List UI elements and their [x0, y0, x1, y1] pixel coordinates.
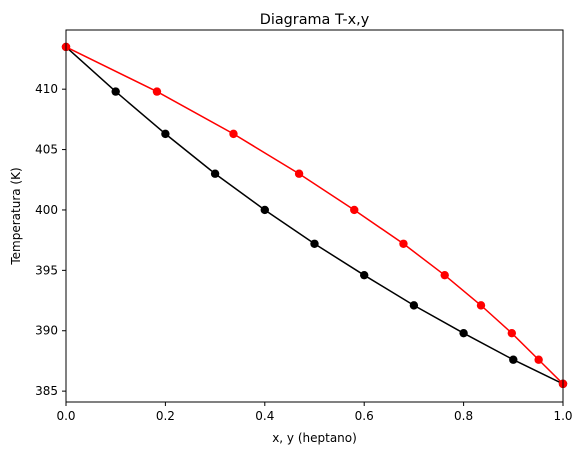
series-1-point [399, 239, 408, 248]
series-0-point [111, 87, 120, 96]
chart-title: Diagrama T-x,y [260, 12, 370, 28]
x-tick-label: 0.4 [255, 409, 274, 423]
series-1-point [476, 301, 486, 310]
series-1-point [440, 270, 449, 280]
series-0-point [210, 169, 220, 178]
series-1-point [534, 355, 543, 364]
series-0-point [260, 205, 269, 215]
series-1-line [65, 46, 564, 385]
x-tick-label: 1.0 [553, 409, 572, 423]
series-0-point [509, 355, 518, 364]
series-0-point [409, 301, 419, 310]
series-layer [61, 42, 568, 389]
series-1-point [350, 205, 359, 215]
series-1-point [229, 129, 238, 139]
y-tick-label: 385 [35, 384, 58, 398]
series-0-point [310, 239, 319, 248]
x-tick-label: 0.0 [56, 409, 75, 423]
y-axis-label: Temperatura (K) [9, 167, 23, 265]
x-tick-label: 0.2 [156, 409, 175, 423]
series-0-line [65, 46, 564, 385]
x-tick-label: 0.8 [454, 409, 473, 423]
series-1-point [152, 87, 162, 96]
axes-layer: 0.0 0.2 0.4 0.6 0.8 1.0 385 390 395 400 405 410 [35, 29, 573, 423]
x-tick-label: 0.6 [355, 409, 374, 423]
y-tick-label: 390 [35, 324, 58, 338]
series-0-point [161, 129, 170, 139]
plot-frame [65, 29, 564, 403]
y-tick-label: 405 [35, 143, 58, 157]
y-tick-label: 400 [35, 203, 58, 217]
series-0-point [459, 328, 468, 338]
series-0-point [360, 270, 369, 280]
x-axis-label: x, y (heptano) [272, 431, 357, 445]
series-1-point [294, 169, 304, 178]
y-tick-label: 395 [35, 263, 58, 277]
y-tick-label: 410 [35, 82, 58, 96]
series-1-point [507, 328, 517, 338]
